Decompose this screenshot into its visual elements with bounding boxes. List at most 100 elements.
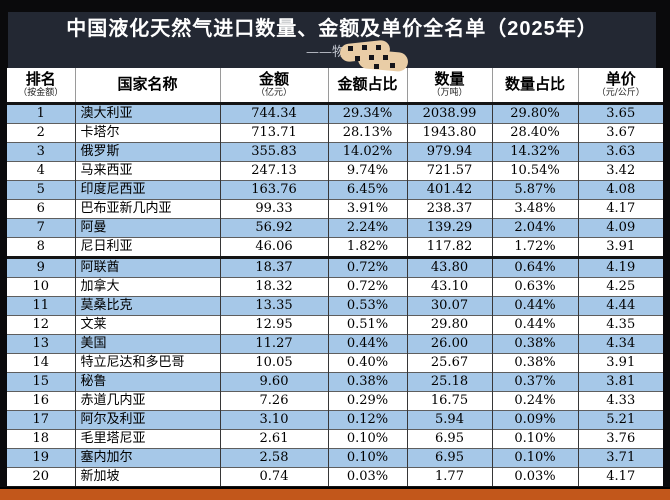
header-quantity-share: 数量占比: [491, 68, 578, 105]
cell-country: 加拿大: [74, 277, 220, 297]
cell-country: 卡塔尔: [74, 123, 220, 143]
cell-country: 印度尼西亚: [74, 180, 220, 200]
cell-amount: 13.35: [219, 296, 328, 316]
table-row: 6 巴布亚新几内亚 99.33 3.91% 238.37 3.48% 4.17: [7, 199, 663, 219]
cell-amount: 10.05: [219, 353, 328, 373]
cell-quantity-share: 0.44%: [491, 296, 578, 316]
header-amount-share: 金额占比: [327, 68, 407, 105]
table-row: 18 毛里塔尼亚 2.61 0.10% 6.95 0.10% 3.76: [7, 429, 663, 449]
cell-quantity: 30.07: [406, 296, 492, 316]
table-row: 7 阿曼 56.92 2.24% 139.29 2.04% 4.09: [7, 218, 663, 238]
cell-rank: 3: [7, 142, 75, 162]
cell-amount-share: 0.10%: [327, 448, 407, 468]
cell-quantity: 6.95: [406, 429, 492, 449]
cell-rank: 4: [7, 161, 75, 181]
cell-quantity: 117.82: [406, 237, 492, 258]
table-row: 16 赤道几内亚 7.26 0.29% 16.75 0.24% 4.33: [7, 391, 663, 411]
cell-price: 3.67: [577, 123, 663, 143]
cell-amount: 11.27: [219, 334, 328, 354]
cell-quantity-share: 2.04%: [491, 218, 578, 238]
table-row: 8 尼日利亚 46.06 1.82% 117.82 1.72% 3.91: [7, 237, 663, 258]
cell-price: 4.17: [577, 199, 663, 219]
cell-rank: 5: [7, 180, 75, 200]
cell-amount: 355.83: [219, 142, 328, 162]
table-row: 13 美国 11.27 0.44% 26.00 0.38% 4.34: [7, 334, 663, 354]
cell-quantity: 43.10: [406, 277, 492, 297]
cell-country: 莫桑比克: [74, 296, 220, 316]
censor-sticker-icon: [332, 39, 412, 73]
table-row: 1 澳大利亚 744.34 29.34% 2038.99 29.80% 3.65: [7, 103, 663, 124]
cell-amount-share: 29.34%: [327, 103, 407, 124]
cell-rank: 12: [7, 315, 75, 335]
cell-rank: 17: [7, 410, 75, 430]
cell-price: 4.33: [577, 391, 663, 411]
cell-amount-share: 0.72%: [327, 277, 407, 297]
cell-quantity: 25.18: [406, 372, 492, 392]
cell-country: 特立尼达和多巴哥: [74, 353, 220, 373]
cell-amount: 3.10: [219, 410, 328, 430]
cell-price: 3.91: [577, 237, 663, 258]
cell-amount-share: 9.74%: [327, 161, 407, 181]
cell-price: 3.91: [577, 353, 663, 373]
cell-rank: 14: [7, 353, 75, 373]
cell-country: 尼日利亚: [74, 237, 220, 258]
cell-quantity-share: 0.10%: [491, 429, 578, 449]
cell-quantity: 16.75: [406, 391, 492, 411]
cell-amount-share: 0.03%: [327, 467, 407, 487]
cell-amount-share: 14.02%: [327, 142, 407, 162]
cell-country: 新加坡: [74, 467, 220, 487]
cell-country: 俄罗斯: [74, 142, 220, 162]
cell-amount-share: 0.51%: [327, 315, 407, 335]
table-row: 9 阿联酋 18.37 0.72% 43.80 0.64% 4.19: [7, 256, 663, 278]
cell-country: 阿尔及利亚: [74, 410, 220, 430]
cell-amount: 99.33: [219, 199, 328, 219]
cell-quantity: 25.67: [406, 353, 492, 373]
cell-quantity: 5.94: [406, 410, 492, 430]
cell-quantity-share: 14.32%: [491, 142, 578, 162]
cell-quantity: 43.80: [406, 256, 492, 278]
cell-country: 阿曼: [74, 218, 220, 238]
cell-price: 4.25: [577, 277, 663, 297]
cell-rank: 15: [7, 372, 75, 392]
cell-quantity-share: 0.44%: [491, 315, 578, 335]
cell-quantity: 1.77: [406, 467, 492, 487]
lng-import-table: 排名 （按金额） 国家名称 金额 （亿元） 金额占比 数量 （万吨）: [7, 68, 663, 488]
cell-amount: 18.32: [219, 277, 328, 297]
header-country: 国家名称: [74, 68, 220, 105]
cell-quantity-share: 0.09%: [491, 410, 578, 430]
cell-quantity-share: 3.48%: [491, 199, 578, 219]
cell-rank: 13: [7, 334, 75, 354]
table-body: 1 澳大利亚 744.34 29.34% 2038.99 29.80% 3.65 2 卡塔尔 71…: [7, 103, 663, 487]
cell-rank: 7: [7, 218, 75, 238]
cell-country: 巴布亚新几内亚: [74, 199, 220, 219]
cell-rank: 9: [7, 256, 75, 278]
cell-quantity: 29.80: [406, 315, 492, 335]
cell-quantity: 979.94: [406, 142, 492, 162]
cell-amount-share: 6.45%: [327, 180, 407, 200]
page-title: 中国液化天然气进口数量、金额及单价全名单（2025年）: [66, 18, 598, 40]
cell-rank: 19: [7, 448, 75, 468]
cell-amount-share: 0.40%: [327, 353, 407, 373]
cell-amount-share: 3.91%: [327, 199, 407, 219]
cell-amount: 744.34: [219, 103, 328, 124]
cell-amount: 12.95: [219, 315, 328, 335]
cell-amount: 18.37: [219, 256, 328, 278]
header-amount: 金额 （亿元）: [219, 68, 328, 105]
cell-quantity: 2038.99: [406, 103, 492, 124]
cell-quantity-share: 0.64%: [491, 256, 578, 278]
cell-amount: 7.26: [219, 391, 328, 411]
cell-rank: 20: [7, 467, 75, 487]
cell-quantity: 1943.80: [406, 123, 492, 143]
header-rank: 排名 （按金额）: [7, 68, 75, 105]
cell-price: 3.76: [577, 429, 663, 449]
cell-amount: 0.74: [219, 467, 328, 487]
table-row: 19 塞内加尔 2.58 0.10% 6.95 0.10% 3.71: [7, 448, 663, 468]
cell-amount-share: 0.38%: [327, 372, 407, 392]
table-row: 11 莫桑比克 13.35 0.53% 30.07 0.44% 4.44: [7, 296, 663, 316]
cell-rank: 10: [7, 277, 75, 297]
cell-amount: 2.61: [219, 429, 328, 449]
cell-quantity-share: 10.54%: [491, 161, 578, 181]
cell-amount: 247.13: [219, 161, 328, 181]
cell-quantity-share: 0.38%: [491, 353, 578, 373]
cell-amount-share: 0.44%: [327, 334, 407, 354]
